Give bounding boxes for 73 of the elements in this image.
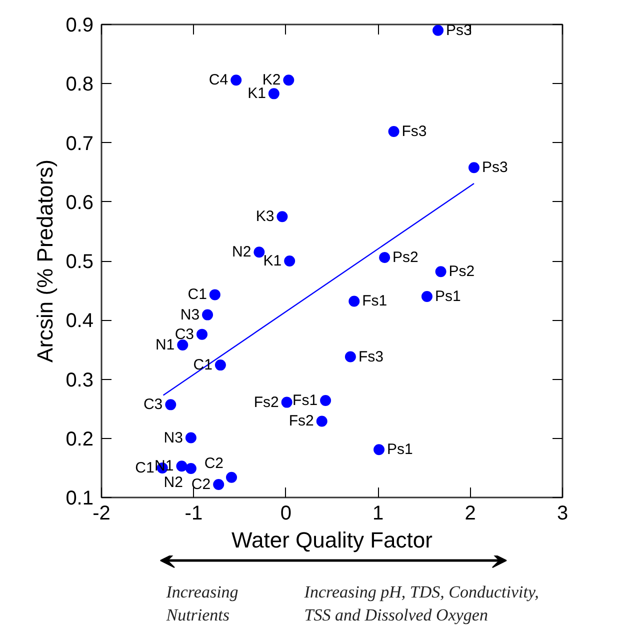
- point: [379, 252, 390, 263]
- annotation: N3: [180, 306, 200, 324]
- x-tick-label: 2: [464, 502, 476, 524]
- point: [388, 126, 400, 138]
- point: [435, 266, 446, 278]
- x-tick-label: 0: [280, 502, 292, 524]
- y-tick-label: 0.6: [66, 192, 94, 214]
- point: [226, 472, 237, 483]
- annotation: N2: [232, 244, 252, 261]
- x-tick-label: -1: [184, 502, 203, 524]
- x-tick-label: -2: [92, 502, 110, 524]
- point: [214, 360, 226, 371]
- annotation: C1: [135, 459, 154, 476]
- point: [185, 432, 196, 444]
- point: [348, 296, 360, 307]
- annotation: Fs1: [362, 292, 388, 310]
- y-tick-label: 0.4: [66, 310, 94, 332]
- annotation: Ps2: [448, 263, 475, 280]
- point: [213, 479, 224, 490]
- x-axis-title: Water Quality Factor: [232, 528, 432, 552]
- point: [268, 88, 280, 100]
- annotation: C2: [191, 476, 211, 493]
- y-tick-label: 0.9: [66, 14, 94, 36]
- annotation: Ps1: [434, 288, 461, 305]
- point: [320, 395, 332, 406]
- point: [344, 351, 356, 362]
- point: [283, 74, 294, 86]
- annotation: K3: [256, 208, 274, 226]
- annotation: Fs3: [402, 123, 427, 140]
- annotation: C2: [204, 454, 224, 472]
- point: [202, 309, 214, 320]
- y-tick-label: 0.5: [66, 251, 94, 273]
- point: [374, 444, 385, 456]
- point: [196, 328, 208, 340]
- text: Increasing Nutrients: [165, 582, 238, 624]
- y-tick-label: 0.2: [66, 428, 94, 450]
- point: [185, 463, 196, 474]
- point: [284, 256, 296, 266]
- annotation: C1: [188, 286, 207, 304]
- point: [165, 399, 176, 410]
- annotation: Ps1: [387, 441, 413, 458]
- annotation: Ps2: [392, 248, 418, 266]
- x-tick-label: 3: [556, 502, 568, 524]
- annotation: C4: [208, 72, 228, 89]
- point: [421, 290, 432, 302]
- annotation: N3: [164, 429, 183, 446]
- y-axis-title: Arcsin (% Predators): [32, 160, 58, 362]
- point: [176, 460, 188, 472]
- point: [432, 24, 444, 36]
- point: [209, 289, 220, 300]
- y-tick-label: 0.8: [66, 74, 94, 96]
- y-tick-label: 0.1: [66, 488, 94, 510]
- y-tick-label: 0.3: [66, 369, 94, 392]
- annotation: N1: [155, 336, 175, 354]
- point: [281, 396, 292, 408]
- point: [316, 416, 328, 427]
- annotation: Ps3: [482, 159, 508, 176]
- annotation: N2: [164, 474, 183, 492]
- x-tick-label: 1: [372, 502, 384, 524]
- point: [468, 162, 480, 174]
- point: [230, 74, 242, 86]
- point: [276, 211, 288, 222]
- annotation: C3: [174, 326, 194, 343]
- annotation: Fs2: [254, 394, 279, 411]
- point: [254, 246, 265, 258]
- annotation: C3: [143, 396, 163, 414]
- annotation: Fs3: [358, 348, 384, 366]
- text: Increasing pH, TDS, Conductivity, TSS and Dissolved Oxygen: [303, 582, 539, 624]
- annotation: Fs2: [288, 412, 314, 430]
- annotation: K1: [263, 252, 282, 270]
- y-tick-label: 0.7: [66, 132, 94, 155]
- point: [177, 339, 188, 350]
- annotation: Fs1: [292, 392, 318, 410]
